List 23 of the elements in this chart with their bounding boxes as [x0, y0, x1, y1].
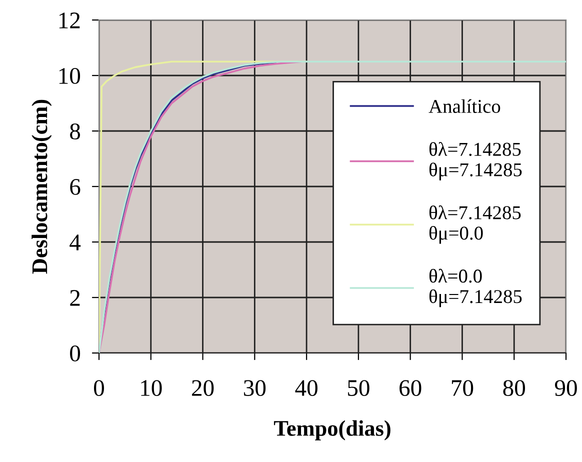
y-tick-label: 0 [70, 345, 80, 362]
y-tick-label: 2 [70, 290, 80, 306]
x-tick-label: 90 [554, 380, 577, 396]
x-tick-label: 20 [192, 380, 214, 396]
x-tick-label: 30 [244, 380, 266, 396]
x-tick-label: 80 [503, 380, 526, 396]
x-tick-label: 40 [295, 380, 318, 396]
legend-label: Analítico [428, 99, 500, 113]
x-tick-label: 0 [94, 380, 104, 396]
y-tick-label: 10 [59, 68, 80, 84]
legend-label: θλ=7.14285 θμ=0.0 [429, 205, 521, 244]
legend-label: θλ=0.0 θμ=7.14285 [429, 268, 522, 308]
x-tick-label: 60 [400, 380, 422, 396]
y-tick-label: 8 [70, 123, 80, 140]
y-tick-label: 12 [59, 12, 80, 28]
y-tick-label: 6 [70, 179, 80, 195]
x-tick-label: 70 [452, 380, 474, 396]
y-tick-label: 4 [70, 234, 81, 250]
y-axis-title: Deslocamento(cm) [32, 100, 52, 274]
x-tick-label: 50 [348, 380, 370, 396]
x-axis-title: Tempo(dias) [274, 420, 390, 440]
x-tick-label: 10 [141, 380, 162, 396]
legend-label: θλ=7.14285 θμ=7.14285 [429, 142, 522, 180]
